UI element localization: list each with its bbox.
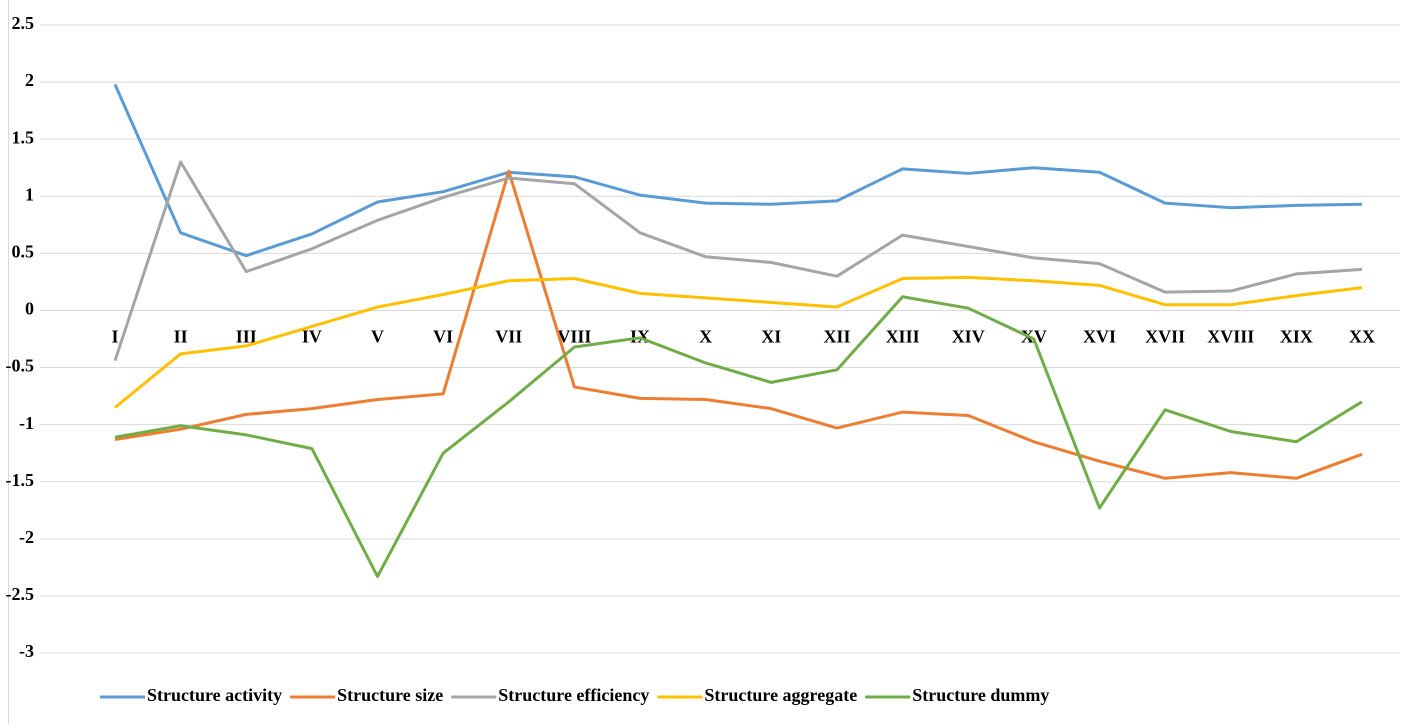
y-tick-label: -2.5 bbox=[6, 584, 35, 604]
y-tick-label: 2.5 bbox=[12, 13, 35, 33]
chart-border bbox=[8, 0, 9, 724]
x-tick-label: XVI bbox=[1083, 327, 1116, 347]
x-tick-label: VI bbox=[433, 327, 453, 347]
x-tick-label: XX bbox=[1349, 327, 1375, 347]
legend-label: Structure activity bbox=[147, 685, 282, 705]
series-line bbox=[114, 275, 1363, 409]
x-tick-label: VIII bbox=[557, 327, 591, 347]
y-tick-label: -3 bbox=[19, 641, 34, 661]
series-line bbox=[114, 295, 1363, 578]
x-tick-label: XV bbox=[1021, 327, 1047, 347]
x-tick-label: XIV bbox=[952, 327, 985, 347]
y-tick-label: 0 bbox=[25, 299, 34, 319]
x-tick-label: II bbox=[174, 327, 188, 347]
x-tick-label: XII bbox=[823, 327, 850, 347]
x-tick-label: III bbox=[236, 327, 257, 347]
series-line bbox=[113, 160, 1363, 362]
y-tick-label: -1 bbox=[19, 413, 34, 433]
legend-label: Structure size bbox=[337, 685, 443, 705]
x-tick-label: XIX bbox=[1280, 327, 1313, 347]
legend-label: Structure aggregate bbox=[704, 685, 857, 705]
x-tick-label: XVIII bbox=[1207, 327, 1254, 347]
x-tick-label: XI bbox=[761, 327, 781, 347]
x-tick-label: V bbox=[371, 327, 384, 347]
y-tick-label: 2 bbox=[25, 70, 34, 90]
x-tick-label: XIII bbox=[886, 327, 920, 347]
x-tick-label: X bbox=[699, 327, 712, 347]
y-tick-label: 1.5 bbox=[12, 127, 35, 147]
y-tick-label: 0.5 bbox=[12, 241, 35, 261]
legend-label: Structure efficiency bbox=[498, 685, 649, 705]
x-tick-label: XVII bbox=[1145, 327, 1185, 347]
x-tick-label: VII bbox=[495, 327, 522, 347]
x-tick-label: IV bbox=[302, 327, 322, 347]
series-line bbox=[114, 169, 1363, 480]
y-tick-label: -0.5 bbox=[6, 356, 35, 376]
y-tick-label: -1.5 bbox=[6, 470, 35, 490]
y-tick-label: 1 bbox=[25, 184, 34, 204]
series-line bbox=[113, 83, 1363, 258]
legend-label: Structure dummy bbox=[912, 685, 1049, 705]
x-tick-label: I bbox=[111, 327, 118, 347]
y-tick-label: -2 bbox=[19, 527, 34, 547]
